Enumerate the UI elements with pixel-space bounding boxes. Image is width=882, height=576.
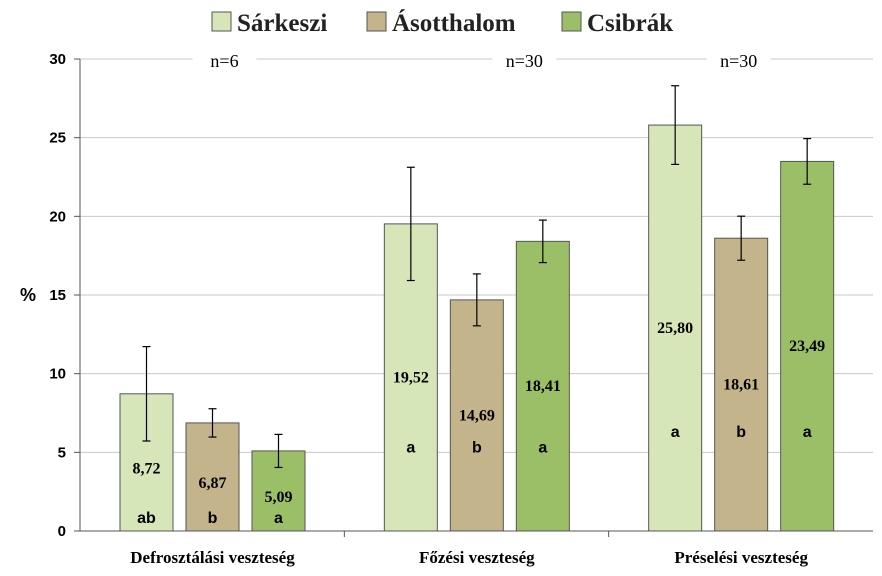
y-tick-label: 15	[49, 287, 66, 304]
legend-swatch-Sárkeszi	[211, 11, 232, 32]
sample-size-label: n=30	[720, 51, 757, 71]
sample-size-bg	[706, 56, 771, 80]
data-value-label: 8,72	[133, 460, 161, 477]
legend-label: Sárkeszi	[237, 10, 327, 37]
data-value-label: 25,80	[657, 320, 693, 337]
legend-label: Csibrák	[587, 10, 673, 37]
significance-letter: b	[472, 440, 482, 457]
significance-letter: b	[208, 510, 218, 527]
y-tick-label: 0	[58, 523, 66, 540]
bar-Ásotthalom-1	[449, 299, 504, 532]
bar-Csibrák-2	[780, 160, 835, 532]
data-value-label: 23,49	[789, 338, 825, 355]
labels: 0 5 10 15 20 25 30% Defrosztálási veszteség n=6 8…	[20, 51, 825, 567]
y-tick-label: 20	[49, 208, 66, 225]
x-category-label: Préselési veszteség	[674, 548, 808, 567]
data-value-label: 19,52	[393, 369, 429, 386]
significance-letter: a	[671, 424, 680, 441]
y-tick-label: 10	[49, 366, 66, 383]
x-category-label: Defrosztálási veszteség	[130, 548, 295, 567]
data-value-label: 18,61	[723, 377, 759, 394]
significance-letter: a	[406, 440, 415, 457]
data-value-label: 5,09	[265, 489, 293, 506]
bar-Ásotthalom-2	[714, 237, 769, 532]
y-axis-label: %	[20, 285, 36, 305]
sample-size-label: n=6	[210, 51, 238, 71]
y-tick-label: 5	[58, 444, 66, 461]
significance-letter: a	[538, 440, 547, 457]
legend: Sárkeszi Ásotthalom Csibrák	[211, 9, 673, 37]
legend-swatch-Ásotthalom	[366, 11, 387, 32]
legend-label: Ásotthalom	[392, 9, 516, 37]
significance-letter: ab	[137, 510, 156, 527]
y-tick-label: 25	[49, 130, 66, 147]
data-value-label: 14,69	[459, 407, 495, 424]
y-tick-label: 30	[49, 51, 66, 68]
significance-letter: a	[274, 510, 283, 527]
significance-letter: a	[803, 424, 812, 441]
significance-letter: b	[736, 424, 746, 441]
x-category-label: Főzési veszteség	[419, 548, 535, 567]
data-value-label: 18,41	[525, 378, 561, 395]
axes	[74, 58, 873, 537]
legend-swatch-Csibrák	[561, 11, 582, 32]
bar-Sárkeszi-2	[648, 124, 703, 532]
data-value-label: 6,87	[199, 475, 227, 492]
sample-size-bg	[492, 56, 557, 80]
bars	[119, 85, 835, 532]
sample-size-label: n=30	[506, 51, 543, 71]
sample-size-bg	[192, 56, 257, 80]
